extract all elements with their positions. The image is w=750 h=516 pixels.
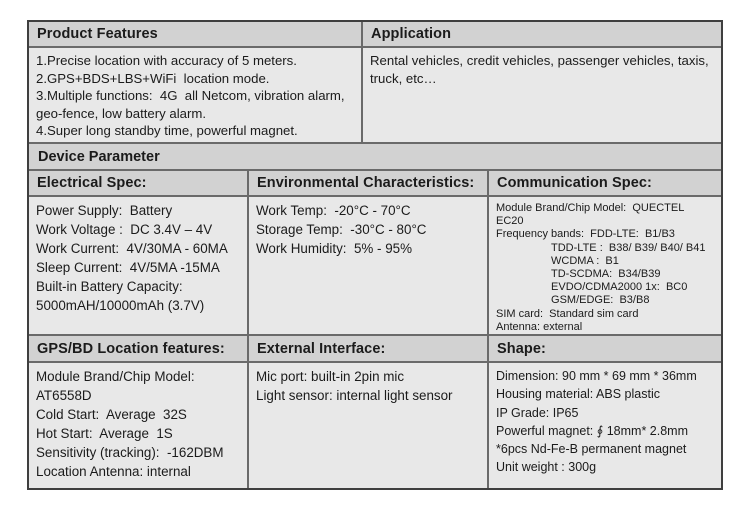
shape-text: Dimension: 90 mm * 69 mm * 36mm Housing … (496, 369, 697, 475)
top-content-row: 1.Precise location with accuracy of 5 me… (29, 48, 721, 144)
device-parameter-band: Device Parameter (29, 144, 721, 171)
product-features-cell: 1.Precise location with accuracy of 5 me… (29, 48, 363, 142)
external-interface-cell: Mic port: built-in 2pin mic Light sensor… (249, 363, 489, 488)
bottom-content-row: Module Brand/Chip Model: AT6558D Cold St… (29, 363, 721, 488)
electrical-spec-cell: Power Supply: Battery Work Voltage : DC … (29, 197, 249, 334)
application-title: Application (371, 26, 452, 42)
communication-spec-title: Communication Spec: (497, 175, 652, 191)
shape-title: Shape: (497, 340, 546, 357)
middle-header-row: Electrical Spec: Environmental Character… (29, 171, 721, 197)
environmental-characteristics-cell: Work Temp: -20°C - 70°C Storage Temp: -3… (249, 197, 489, 334)
gps-location-features-cell: Module Brand/Chip Model: AT6558D Cold St… (29, 363, 249, 488)
electrical-spec-text: Power Supply: Battery Work Voltage : DC … (36, 203, 228, 313)
application-text: Rental vehicles, credit vehicles, passen… (370, 53, 709, 86)
application-header: Application (363, 22, 721, 46)
communication-spec-text: Module Brand/Chip Model: QUECTEL EC20 Fr… (496, 202, 706, 333)
external-interface-header: External Interface: (249, 336, 489, 361)
shape-cell: Dimension: 90 mm * 69 mm * 36mm Housing … (489, 363, 721, 488)
bottom-header-row: GPS/BD Location features: External Inter… (29, 336, 721, 363)
environmental-characteristics-title: Environmental Characteristics: (257, 175, 475, 191)
environmental-characteristics-text: Work Temp: -20°C - 70°C Storage Temp: -3… (256, 203, 427, 256)
gps-location-features-title: GPS/BD Location features: (37, 340, 225, 357)
product-features-title: Product Features (37, 26, 158, 42)
electrical-spec-title: Electrical Spec: (37, 175, 147, 191)
electrical-spec-header: Electrical Spec: (29, 171, 249, 195)
device-spec-table: Product Features Application 1.Precise l… (27, 20, 723, 490)
environmental-characteristics-header: Environmental Characteristics: (249, 171, 489, 195)
gps-location-features-text: Module Brand/Chip Model: AT6558D Cold St… (36, 369, 224, 479)
middle-content-row: Power Supply: Battery Work Voltage : DC … (29, 197, 721, 336)
application-cell: Rental vehicles, credit vehicles, passen… (363, 48, 721, 142)
gps-location-features-header: GPS/BD Location features: (29, 336, 249, 361)
communication-spec-cell: Module Brand/Chip Model: QUECTEL EC20 Fr… (489, 197, 721, 334)
external-interface-text: Mic port: built-in 2pin mic Light sensor… (256, 369, 453, 403)
communication-spec-header: Communication Spec: (489, 171, 721, 195)
external-interface-title: External Interface: (257, 340, 386, 357)
device-parameter-title: Device Parameter (38, 148, 160, 165)
shape-header: Shape: (489, 336, 721, 361)
product-features-text: 1.Precise location with accuracy of 5 me… (36, 53, 345, 139)
top-header-row: Product Features Application (29, 22, 721, 48)
product-features-header: Product Features (29, 22, 363, 46)
